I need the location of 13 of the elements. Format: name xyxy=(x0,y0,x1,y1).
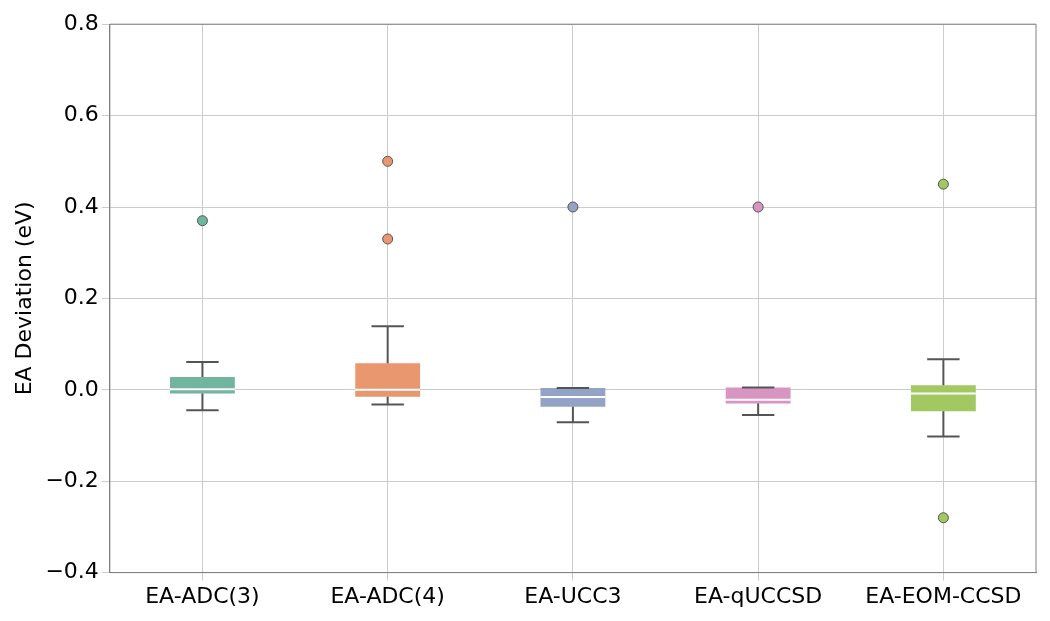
x-tick-label: EA-qUCCSD xyxy=(694,582,823,608)
x-tick-label: EA-ADC(3) xyxy=(145,582,260,608)
x-tick-label: EA-ADC(4) xyxy=(330,582,445,608)
x-tick-label: EA-EOM-CCSD xyxy=(865,582,1022,608)
y-tick-label: 0.0 xyxy=(63,375,99,401)
y-tick-label: 0.6 xyxy=(63,101,99,127)
y-tick-label: −0.4 xyxy=(45,558,99,584)
x-tick-label: EA-UCC3 xyxy=(524,582,622,608)
y-tick-label: 0.8 xyxy=(63,9,99,35)
y-axis-title: EA Deviation (eV) xyxy=(10,201,36,396)
y-tick-label: −0.2 xyxy=(45,466,99,492)
y-tick-label: 0.4 xyxy=(63,192,99,218)
y-tick-label: 0.2 xyxy=(63,284,99,310)
